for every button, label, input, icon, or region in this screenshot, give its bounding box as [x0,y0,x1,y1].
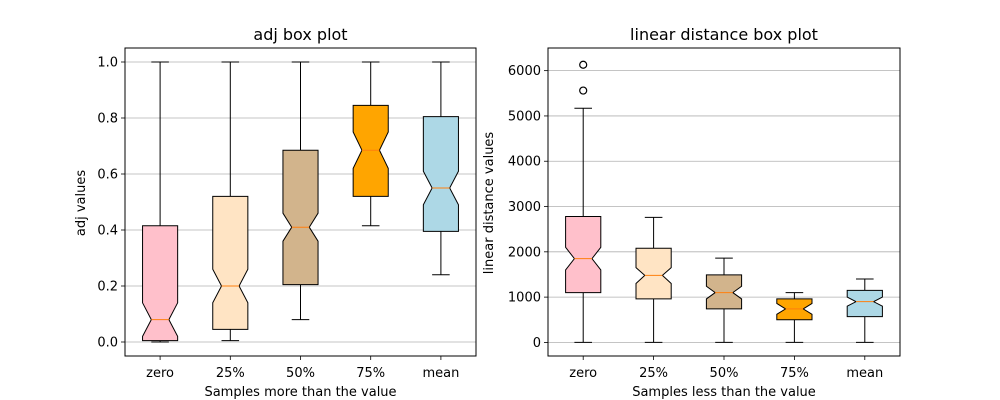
y-tick-label: 0 [533,336,541,351]
y-tick-label: 1.0 [97,56,118,71]
linear-distance-box-plot-chart: linear distance box plot Samples less th… [482,25,901,400]
x-tick-label: zero [569,366,597,381]
y-tick-label: 4000 [508,155,541,170]
box-mean [422,61,459,276]
y-tick-label: 5000 [508,109,541,124]
x-axis-label: Samples more than the value [204,385,396,400]
y-axis-label: linear distance values [482,132,497,275]
box-body [142,225,179,342]
y-tick-label: 0.6 [97,168,118,183]
ticks: 0 1000 2000 3000 4000 5000 6000 zero 25% 50% 75% me… [508,64,883,381]
x-tick-label: 75% [780,366,809,381]
box-body [705,274,743,310]
boxes [142,61,459,343]
y-tick-label: 0.8 [97,112,118,127]
box-body [422,116,459,232]
plot-frame [124,47,477,357]
box-75pct [776,292,813,343]
flier-point [579,60,588,69]
y-tick-label: 0.2 [97,280,118,295]
box-body [212,195,249,330]
adj-box-plot-chart: adj box plot Samples more than the value… [74,25,477,400]
y-tick-label: 6000 [508,64,541,79]
box-75pct [352,61,389,227]
y-axis-label: adj values [74,170,89,236]
y-tick-label: 3000 [508,200,541,215]
box-25pct [212,61,249,342]
box-mean [846,278,883,343]
x-axis-label: Samples less than the value [632,385,816,400]
x-tick-label: mean [422,366,459,381]
x-tick-label: zero [146,366,174,381]
chart-title: adj box plot [253,25,347,44]
box-zero [565,60,602,343]
box-body [352,104,389,197]
x-tick-label: 50% [286,366,315,381]
box-25pct [635,216,672,343]
x-tick-label: 50% [710,366,739,381]
x-tick-label: 25% [639,366,668,381]
x-tick-label: mean [846,366,883,381]
ticks: 0.0 0.2 0.4 0.6 0.8 1.0 zero 25% 50% 75% mean [97,56,459,382]
flier-point [579,86,588,95]
plot-frame [547,47,901,357]
y-tick-label: 1000 [508,291,541,306]
x-tick-label: 25% [216,366,245,381]
y-tick-label: 0.0 [97,336,118,351]
box-body [282,149,319,286]
box-body [846,289,883,318]
y-tick-label: 0.4 [97,224,118,239]
box-50pct [705,257,743,343]
chart-title: linear distance box plot [630,25,818,44]
box-body [565,215,602,294]
box-zero [142,61,179,343]
grid-lines [548,70,900,343]
y-tick-label: 2000 [508,245,541,260]
x-tick-label: 75% [356,366,385,381]
box-body [635,247,672,300]
box-50pct [282,61,319,321]
boxes [565,60,883,343]
